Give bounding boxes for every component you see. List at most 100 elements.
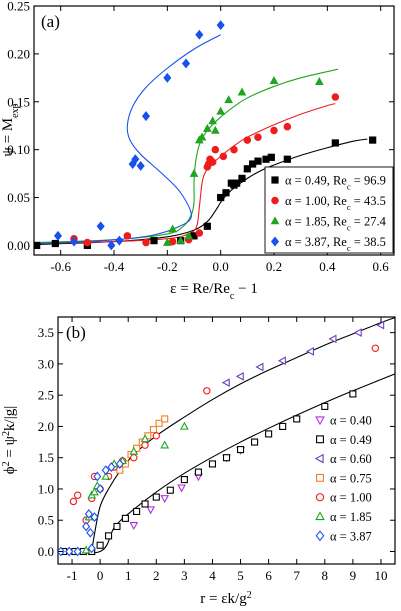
panel-b-ylabel: ϕ2 = ψ2k/|g| (1, 406, 19, 474)
panel-a-xlabel: ε = Re/Rec − 1 (170, 281, 258, 302)
panel-b-ytick-label: 3.5 (38, 325, 54, 340)
data-point-b-1 (251, 438, 259, 446)
data-point-a-0 (243, 165, 251, 173)
panel-a-ytick-label: 0.05 (7, 190, 30, 205)
data-point-a-0 (217, 193, 225, 202)
data-point-b-1 (113, 522, 121, 531)
data-point-b-2 (277, 356, 286, 366)
panel-b-xtick-label: 3 (181, 568, 188, 583)
data-point-b-1 (121, 514, 129, 522)
panel-b-xtick-label: 4 (209, 568, 216, 583)
legend-label-b-1: α = 0.49 (330, 433, 372, 447)
data-point-a-1 (123, 232, 132, 240)
legend-marker-b-2 (314, 453, 324, 464)
data-point-a-3 (163, 72, 172, 83)
data-point-a-2 (197, 132, 207, 141)
data-point-b-0 (177, 484, 186, 493)
data-point-a-3 (53, 230, 63, 241)
panel-b-xtick-label: 6 (265, 568, 272, 583)
data-point-a-3 (69, 236, 79, 247)
data-point-a-2 (216, 106, 226, 115)
data-point-b-4 (203, 387, 211, 395)
data-point-b-6 (93, 471, 102, 482)
legend-label-a-0: α = 0.49, Rec = 96.9 (285, 174, 386, 192)
data-point-a-1 (219, 152, 228, 161)
panel-a-ytick-label: 0.20 (7, 46, 30, 61)
data-point-b-0 (129, 521, 139, 530)
data-point-a-0 (331, 139, 339, 147)
data-point-a-2 (269, 76, 279, 84)
data-point-b-1 (321, 402, 329, 410)
data-point-b-5 (129, 446, 139, 455)
panel-a-xtick-label: -0.6 (50, 259, 71, 274)
legend-marker-a-2 (270, 216, 280, 225)
panel-a-ylabel: ψ = Mexp (0, 103, 21, 156)
data-point-a-3 (136, 160, 145, 171)
data-point-a-2 (184, 231, 194, 240)
data-point-b-2 (221, 378, 230, 388)
data-point-a-0 (369, 136, 377, 144)
data-point-b-5 (140, 434, 150, 443)
data-point-a-0 (233, 179, 241, 187)
data-point-a-3 (195, 29, 204, 40)
panel-a-xtick-label: 0.6 (373, 259, 390, 274)
legend-marker-a-3 (270, 236, 280, 247)
panel-a: -0.6 -0.4 -0.2 0.0 0.2 0.4 0.6 0.00 0.05 0.10 0.15… (0, 0, 395, 302)
data-point-b-5 (179, 421, 189, 430)
panel-b-xtick-label: -1 (67, 568, 78, 583)
legend-label-b-6: α = 3.87 (330, 529, 372, 543)
panel-b-xtick-label: 10 (374, 568, 387, 583)
data-point-b-3 (161, 415, 169, 423)
panel-b-ytick-label: 2.5 (38, 388, 54, 403)
data-point-b-2 (353, 328, 362, 338)
data-point-a-1 (230, 145, 238, 154)
data-point-b-6 (101, 465, 110, 476)
panel-b-ytick-label: 1.0 (38, 481, 54, 496)
data-point-b-6 (73, 546, 82, 557)
legend-label-b-5: α = 1.85 (330, 510, 372, 524)
data-point-b-5 (101, 471, 111, 480)
legend-marker-a-0 (271, 176, 279, 184)
panel-b-ytick-label: 0.5 (38, 513, 54, 528)
data-point-b-1 (96, 541, 104, 549)
panel-b-xtick-label: 5 (237, 568, 244, 583)
data-point-a-1 (270, 126, 278, 135)
legend-marker-b-1 (316, 435, 324, 444)
panel-b-ytick-label: 1.5 (38, 450, 54, 465)
data-point-a-0 (254, 157, 262, 165)
legend-label-b-4: α = 1.00 (330, 491, 372, 505)
data-point-a-1 (195, 229, 204, 237)
data-point-b-3 (149, 426, 158, 434)
panel-a-xtick-label: -0.4 (104, 259, 125, 274)
data-point-b-6 (65, 546, 74, 557)
data-point-b-1 (279, 422, 287, 430)
panel-a-frame (33, 5, 395, 256)
data-point-b-4 (141, 441, 149, 449)
panel-b-xtick-label: 7 (293, 568, 300, 583)
data-point-a-1 (142, 238, 150, 247)
data-point-a-0 (150, 237, 158, 245)
data-point-a-2 (189, 168, 199, 177)
fit-curve-a-2 (36, 68, 339, 244)
data-point-a-3 (131, 154, 140, 165)
panel-b-label: (b) (66, 323, 86, 342)
panel-b-xtick-label: 0 (97, 568, 104, 583)
panel-b-legend: α = 0.40 α = 0.49 α = 0.60 α = 0.75 α = 1.00… (314, 414, 372, 543)
legend-marker-b-4 (315, 493, 325, 502)
data-point-a-2 (162, 237, 172, 246)
data-point-b-6 (96, 484, 105, 494)
data-point-a-3 (115, 235, 124, 246)
data-point-a-3 (216, 20, 225, 31)
data-point-a-2 (314, 76, 324, 85)
panel-b: -1 0 1 2 3 4 5 6 7 8 9 10 0.0 0.5 1.0 1.5 2.0 2.5 3.0 3.5 (… (1, 316, 396, 608)
panel-b-xlabel: r = εk/g2 (200, 590, 251, 608)
data-point-b-2 (255, 362, 264, 372)
data-point-a-3 (141, 111, 151, 122)
data-point-b-1 (265, 430, 273, 438)
data-point-b-1 (208, 460, 217, 468)
panel-a-label: (a) (41, 12, 60, 31)
data-point-a-0 (267, 153, 275, 161)
data-point-b-4 (152, 432, 160, 440)
legend-marker-b-5 (315, 511, 325, 521)
